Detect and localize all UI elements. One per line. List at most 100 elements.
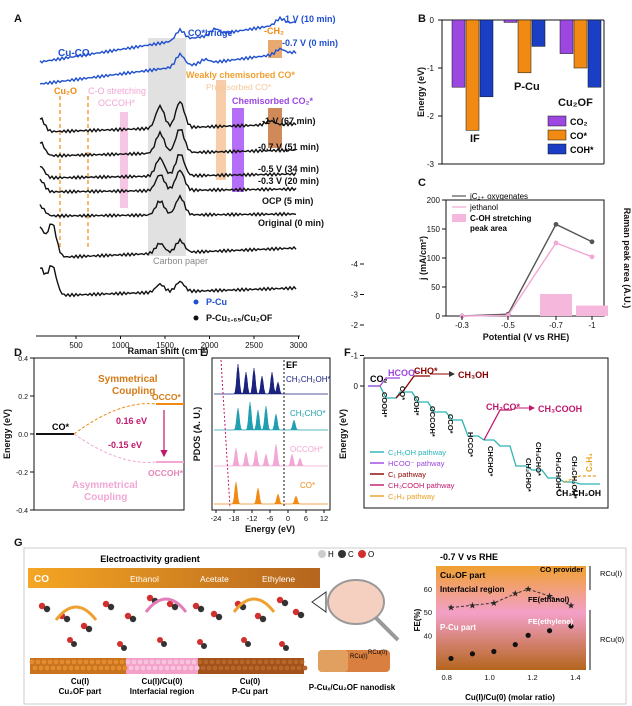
mol-o-3 <box>102 600 110 608</box>
nanodisk-label: P-Cuₓ/Cu₂OF nanodisk <box>309 683 396 692</box>
fe-ethylene-point-5 <box>546 628 553 634</box>
surf-atom <box>68 665 74 671</box>
mol-c-4 <box>129 615 137 623</box>
atom-c-icon <box>338 550 346 558</box>
cat-if: IF <box>470 133 480 145</box>
surf-atom <box>269 659 275 665</box>
surf-atom <box>194 665 200 671</box>
panel-d-ytick-2: 0.0 <box>18 432 28 439</box>
ads-c-3 <box>201 643 207 649</box>
ads-c-4 <box>245 641 251 647</box>
ads-o-2 <box>157 637 163 643</box>
surf-atom <box>197 659 203 665</box>
panel-b-letter: B <box>418 13 426 25</box>
surf-atom <box>35 659 41 665</box>
surf-atom <box>149 659 155 665</box>
spectrum-5 <box>39 169 297 195</box>
magnifier-handle <box>374 616 400 642</box>
e-label-2: OCCOH* <box>290 445 323 454</box>
spectra-group <box>39 15 297 298</box>
flow-arrow-2 <box>232 597 276 613</box>
e2-label: -0.15 eV <box>108 440 142 450</box>
occoh-label: OCCOH* <box>148 468 184 478</box>
panel-c-ytick-1: 50 <box>431 283 440 292</box>
flow-arrow-1 <box>144 597 188 613</box>
cu2o-label: Cu₂O <box>54 86 77 96</box>
fe-ethylene-point-2 <box>491 648 497 655</box>
bar-1-2 <box>531 19 546 47</box>
inset-xtick-3: 1.4 <box>570 673 580 682</box>
surf-atom <box>200 665 206 671</box>
bar-2-2 <box>587 19 602 88</box>
spectrum-3 <box>39 129 297 159</box>
mol-c-3 <box>107 603 115 611</box>
mol-o-7 <box>192 602 200 610</box>
surf-atom <box>182 665 188 671</box>
sym-label: Symmetrical <box>98 374 158 385</box>
surf-atom <box>215 659 221 665</box>
mol-o-6 <box>166 600 174 608</box>
ads-o-5 <box>279 641 285 647</box>
surf-atom <box>38 665 44 671</box>
mol-o-12 <box>292 608 300 616</box>
panel-e-xticks: -24 -18 -12 -6 0 6 12 <box>211 510 328 523</box>
spectrum-0 <box>39 15 297 64</box>
legend-c-3: C-OH stretching <box>470 214 531 223</box>
panel-e: E EF -24 -18 -12 -6 0 6 12 PDOS (A. U.) Energy… <box>192 347 331 534</box>
surf-atom <box>59 659 65 665</box>
surf-atom <box>116 665 122 671</box>
panel-c-xticks: -0.3 -0.5 -0.7 -1 <box>455 316 596 330</box>
spectrum-label-3: -0.7 V (51 min) <box>258 142 319 152</box>
asym-coupling: Coupling <box>84 492 127 503</box>
inset-xtick-1: 1.0 <box>484 673 494 682</box>
cat-pcu: P-Cu <box>514 81 540 93</box>
inset-ticks: 0.8 1.0 1.2 1.4 40 50 60 <box>424 585 581 682</box>
panel-c-ytick-4: 200 <box>427 196 441 205</box>
legend-pcuox: P-Cu₁.₆₅/Cu₂OF <box>206 313 273 323</box>
surf-atom <box>173 659 179 665</box>
f-intermediate-5: HCCO* <box>466 432 475 457</box>
surf-atom <box>296 665 302 671</box>
bar-0-1 <box>465 19 480 131</box>
surf-atom <box>158 665 164 671</box>
inset-pcu: P-Cu part <box>440 623 476 632</box>
nanodisk-core <box>318 650 348 672</box>
ads-o-0 <box>67 637 73 643</box>
surf-atom <box>44 665 50 671</box>
surf-atom <box>236 665 242 671</box>
surf-atom <box>89 659 95 665</box>
mol-c-2 <box>85 625 93 633</box>
mol-c-10 <box>259 615 267 623</box>
mol-c-12 <box>297 611 305 619</box>
panel-f-ytick-0: 0 <box>354 382 359 391</box>
surf-atom <box>245 659 251 665</box>
ads-c-2 <box>161 641 167 647</box>
panel-e-xtick-1: -18 <box>229 514 240 523</box>
surf-atom <box>80 665 86 671</box>
fe-ethanol-point-2: ★ <box>490 598 498 608</box>
fe-ethylene-point-6 <box>568 623 574 629</box>
surf-atom <box>41 659 47 665</box>
c1-pathway <box>395 375 430 399</box>
occo-label: OCCO* <box>152 392 182 402</box>
panel-f-ylabel: Energy (eV) <box>338 409 348 459</box>
gradient-bar <box>28 568 320 588</box>
panel-c: C 0 50 100 150 200 -0.3 -0.5 -0.7 -1 j (mA/cm²)… <box>418 177 632 342</box>
surf-atom <box>209 659 215 665</box>
surf-atom <box>134 665 140 671</box>
surf-atom <box>284 665 290 671</box>
series-line-0 <box>461 223 593 317</box>
surf-atom <box>125 659 131 665</box>
atom-h: H <box>328 550 334 559</box>
panel-b: B 0-1-2-3 Energy (eV) IF P-Cu Cu₂OF CO₂ … <box>416 13 605 169</box>
f-intermediate-9: CH₃CHOH* <box>554 452 563 491</box>
co-label: CO* <box>52 422 70 432</box>
panel-e-xtick-6: 12 <box>320 514 328 523</box>
atom-h-icon <box>318 550 326 558</box>
legend-co2-swatch <box>547 115 567 127</box>
panel-c-y2label: Raman peak area (A.U.) <box>622 208 632 309</box>
surf-atom <box>254 665 260 671</box>
ads-c-0 <box>71 641 77 647</box>
surf-atom <box>242 665 248 671</box>
f-ch2co: CH₂CO* <box>486 402 520 412</box>
